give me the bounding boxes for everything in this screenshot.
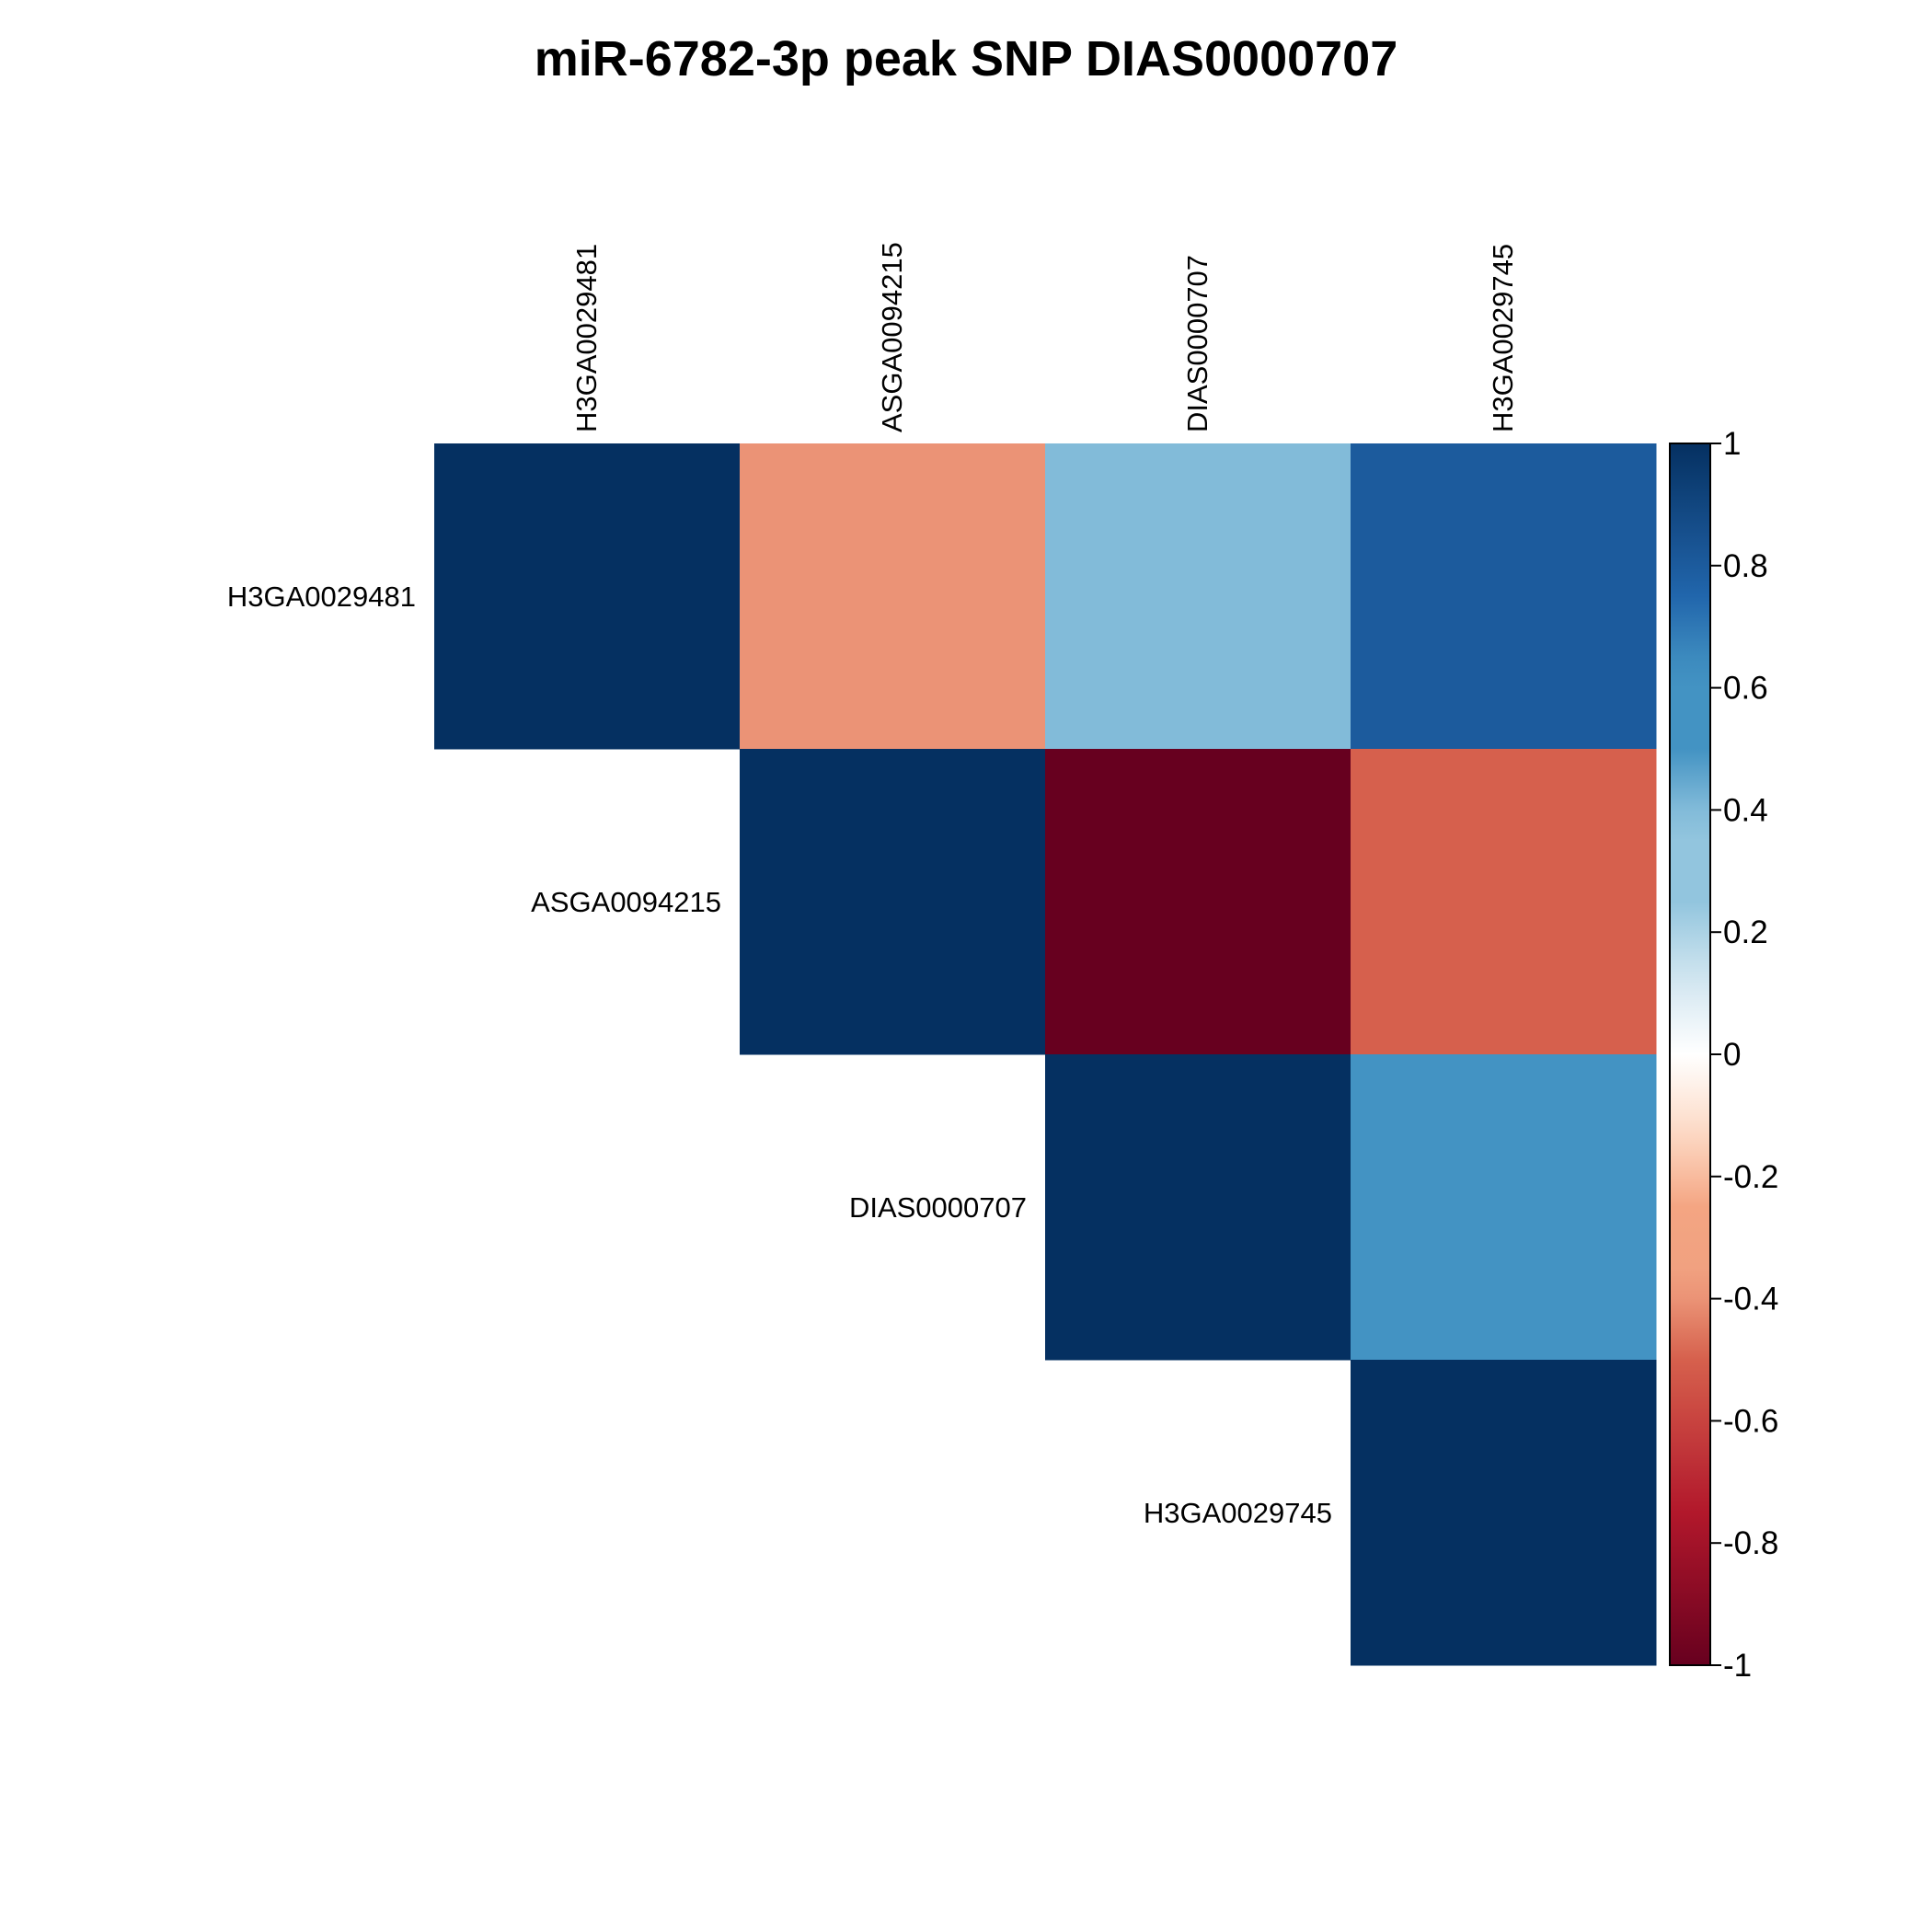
row-label: ASGA0094215 [531, 886, 721, 918]
column-labels: H3GA0029481 ASGA0094215 DIAS0000707 H3GA002… [570, 242, 1519, 432]
colorbar-tick-label: 0.2 [1723, 914, 1768, 950]
heatmap-cell-H3GA0029481-H3GA0029481 [434, 443, 741, 750]
column-label: DIAS0000707 [1181, 255, 1213, 432]
colorbar-tick-label: -0.4 [1723, 1282, 1778, 1317]
chart-title: miR-6782-3p peak SNP DIAS0000707 [535, 31, 1398, 86]
heatmap-cell-H3GA0029745-H3GA0029745 [1351, 1360, 1657, 1666]
row-labels: H3GA0029481 ASGA0094215 DIAS0000707 H3GA002… [227, 581, 1332, 1529]
row-label: H3GA0029745 [1144, 1497, 1332, 1529]
colorbar-tick-label: -1 [1723, 1648, 1752, 1684]
colorbar-tick-label: 0.6 [1723, 671, 1768, 707]
colorbar-gradient [1669, 443, 1711, 1666]
colorbar-tick-label: 0 [1723, 1037, 1741, 1073]
column-label: H3GA0029745 [1487, 244, 1519, 432]
heatmap-cell-H3GA0029481-ASGA0094215 [740, 443, 1046, 750]
heatmap-cell-ASGA0094215-ASGA0094215 [740, 749, 1046, 1055]
column-label: ASGA0094215 [876, 242, 908, 432]
colorbar-tick-label: 0.4 [1723, 792, 1768, 828]
heatmap-cell-DIAS0000707-DIAS0000707 [1045, 1054, 1351, 1361]
colorbar-tick-label: 0.8 [1723, 548, 1768, 584]
heatmap-cells [434, 443, 1657, 1666]
colorbar: 1 0.8 0.6 0.4 0.2 0 -0.2 -0.4 -0.6 -0.8 -1 [1669, 426, 1778, 1684]
heatmap-cell-ASGA0094215-H3GA0029745 [1351, 749, 1657, 1055]
colorbar-tick-label: -0.8 [1723, 1525, 1778, 1561]
heatmap-cell-H3GA0029481-H3GA0029745 [1351, 443, 1657, 750]
column-label: H3GA0029481 [570, 244, 603, 432]
colorbar-tick-label: -0.2 [1723, 1159, 1778, 1195]
colorbar-tick-label: -0.6 [1723, 1403, 1778, 1439]
row-label: H3GA0029481 [227, 581, 416, 613]
heatmap-cell-H3GA0029481-DIAS0000707 [1045, 443, 1351, 750]
colorbar-tick-label: 1 [1723, 426, 1741, 462]
heatmap-cell-ASGA0094215-DIAS0000707 [1045, 749, 1351, 1055]
heatmap-cell-DIAS0000707-H3GA0029745 [1351, 1054, 1657, 1361]
row-label: DIAS0000707 [849, 1191, 1027, 1224]
